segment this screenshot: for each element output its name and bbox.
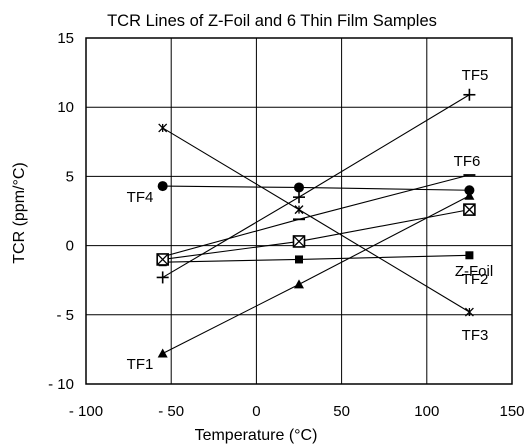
series-tf1: TF1 xyxy=(127,190,475,373)
y-tick-label: 5 xyxy=(66,168,74,185)
y-tick-label: 0 xyxy=(66,238,74,255)
series-tf2: TF2 xyxy=(156,203,489,288)
marker-square xyxy=(465,251,474,260)
marker-triangle xyxy=(157,348,168,358)
x-tick-label: 150 xyxy=(499,403,524,420)
marker-circle xyxy=(464,185,475,196)
x-axis-label: Temperature (°C) xyxy=(195,427,318,444)
series-tf4: TF4 xyxy=(127,181,475,206)
marker-box-x2 xyxy=(463,204,475,216)
x-tick-label: - 50 xyxy=(158,403,184,420)
x-tick-label: 0 xyxy=(252,403,260,420)
series-tf5: TF5 xyxy=(156,67,489,284)
y-tick-label: - 5 xyxy=(56,307,74,324)
y-tick-label: 15 xyxy=(57,30,74,47)
series-line-z-foil xyxy=(162,254,470,263)
marker-circle xyxy=(157,181,168,192)
series-z-foil: Z-Foil xyxy=(158,251,493,280)
series-label-tf2: TF2 xyxy=(462,271,489,288)
marker-box-x2 xyxy=(293,235,305,247)
series-line-tf2 xyxy=(162,209,470,260)
x-tick-label: 100 xyxy=(414,403,439,420)
y-tick-label: - 10 xyxy=(48,376,74,393)
x-tick-label: 50 xyxy=(333,403,350,420)
plot-frame xyxy=(85,37,513,385)
series-lines: Z-Foil TF3 TF1 TF4 TF5 TF6 TF2 xyxy=(127,67,494,373)
marker-square xyxy=(295,255,303,264)
series-tf3: TF3 xyxy=(158,123,489,344)
series-label-z-foil: Z-Foil xyxy=(455,263,493,280)
chart-title: TCR Lines of Z-Foil and 6 Thin Film Samp… xyxy=(107,12,437,30)
x-tick-label: - 100 xyxy=(69,403,103,420)
series-label-tf5: TF5 xyxy=(462,67,489,84)
series-label-tf1: TF1 xyxy=(127,356,154,373)
marker-circle xyxy=(294,182,304,193)
series-label-tf3: TF3 xyxy=(462,327,489,344)
series-label-tf4: TF4 xyxy=(127,189,154,206)
marker-triangle xyxy=(294,279,304,289)
y-tick-label: 10 xyxy=(57,99,74,116)
marker-box-x2 xyxy=(157,253,169,265)
series-tf6: TF6 xyxy=(156,153,481,258)
series-label-tf6: TF6 xyxy=(454,153,481,170)
marker-triangle xyxy=(464,190,475,200)
y-axis-label: TCR (ppm/°C) xyxy=(11,162,28,264)
